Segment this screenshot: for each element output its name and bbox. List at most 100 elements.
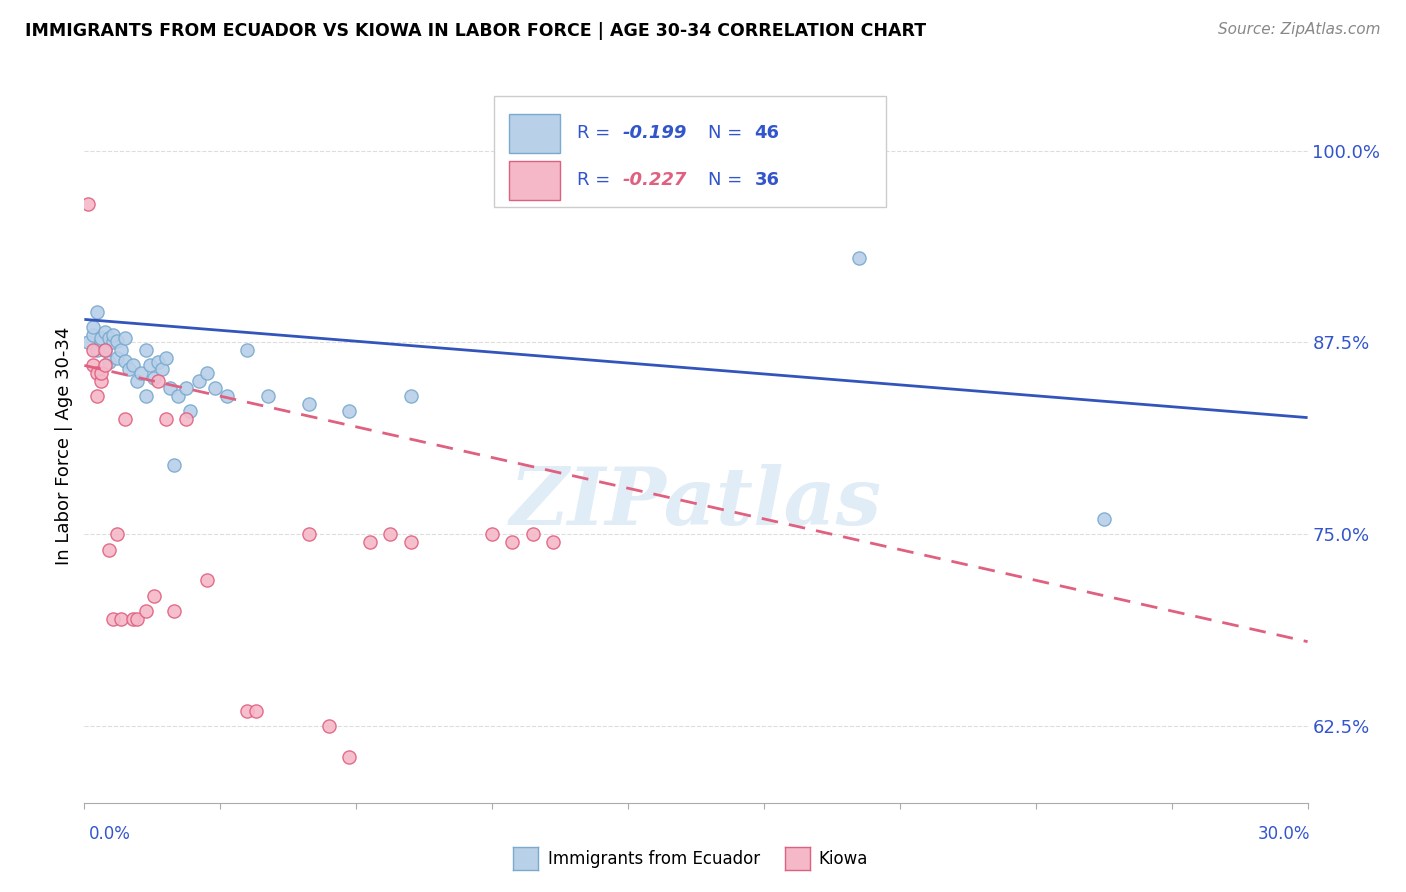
Point [163,604,186,618]
Text: Immigrants from Ecuador: Immigrants from Ecuador [548,850,761,868]
Point [146,374,169,388]
Point [150,361,173,376]
Point [105,527,128,541]
Point [131,366,153,380]
Text: Kiowa: Kiowa [818,850,868,868]
Point [90,335,112,350]
Point [399,389,422,403]
Point [217,389,239,403]
Point [318,719,340,733]
Point [101,327,124,342]
Point [174,381,197,395]
Point [399,535,422,549]
Point [90,331,112,345]
Point [522,527,544,541]
Point [135,604,157,618]
Text: ZIPatlas: ZIPatlas [510,465,882,541]
Point [380,527,402,541]
Point [86,366,108,380]
Point [97,542,120,557]
Point [93,359,115,373]
Point [93,343,115,357]
Point [163,458,186,473]
Text: R =: R = [578,171,616,189]
Point [114,412,136,426]
Point [114,354,136,368]
Point [118,361,141,376]
Point [236,343,259,357]
Point [195,366,218,380]
Point [135,343,157,357]
Point [298,397,321,411]
Point [155,412,177,426]
Point [122,359,145,373]
Point [93,325,115,339]
Point [339,749,360,764]
FancyBboxPatch shape [509,114,560,153]
Y-axis label: In Labor Force | Age 30-34: In Labor Force | Age 30-34 [55,326,73,566]
Point [110,343,132,357]
Point [127,374,149,388]
Point [236,704,259,718]
Point [105,351,128,365]
Point [889,826,911,840]
Point [543,535,565,549]
Text: 30.0%: 30.0% [1258,825,1310,843]
Point [122,612,145,626]
Text: N =: N = [709,171,748,189]
FancyBboxPatch shape [494,96,886,207]
Point [159,381,181,395]
Point [848,251,870,265]
Point [245,704,267,718]
Point [155,351,177,365]
Point [174,412,197,426]
Point [501,535,523,549]
Point [90,366,112,380]
Point [101,612,124,626]
Text: 0.0%: 0.0% [89,825,131,843]
Point [481,527,503,541]
Point [82,320,104,334]
Point [110,612,132,626]
Text: -0.227: -0.227 [623,171,688,189]
Point [187,374,209,388]
Text: Source: ZipAtlas.com: Source: ZipAtlas.com [1218,22,1381,37]
Point [359,535,381,549]
Point [195,574,218,588]
Point [86,389,108,403]
Point [142,370,165,384]
Point [82,327,104,342]
Point [298,527,321,541]
Point [101,335,124,350]
Point [86,304,108,318]
Point [82,359,104,373]
Point [179,404,201,418]
Point [257,389,280,403]
Text: IMMIGRANTS FROM ECUADOR VS KIOWA IN LABOR FORCE | AGE 30-34 CORRELATION CHART: IMMIGRANTS FROM ECUADOR VS KIOWA IN LABO… [25,22,927,40]
Point [77,335,100,350]
Text: 46: 46 [755,125,780,143]
Point [97,331,120,345]
Point [105,334,128,348]
Point [1092,512,1115,526]
Point [339,404,360,418]
Point [146,355,169,369]
Point [77,197,100,211]
Text: N =: N = [709,125,748,143]
Point [167,389,190,403]
Point [135,389,157,403]
Text: 36: 36 [755,171,780,189]
Point [90,374,112,388]
Point [204,381,226,395]
Point [82,343,104,357]
Point [138,359,160,373]
Point [93,343,115,357]
Point [127,612,149,626]
Text: R =: R = [578,125,616,143]
Point [142,589,165,603]
Text: -0.199: -0.199 [623,125,688,143]
Point [86,343,108,357]
Point [114,331,136,345]
Point [97,355,120,369]
FancyBboxPatch shape [509,161,560,200]
